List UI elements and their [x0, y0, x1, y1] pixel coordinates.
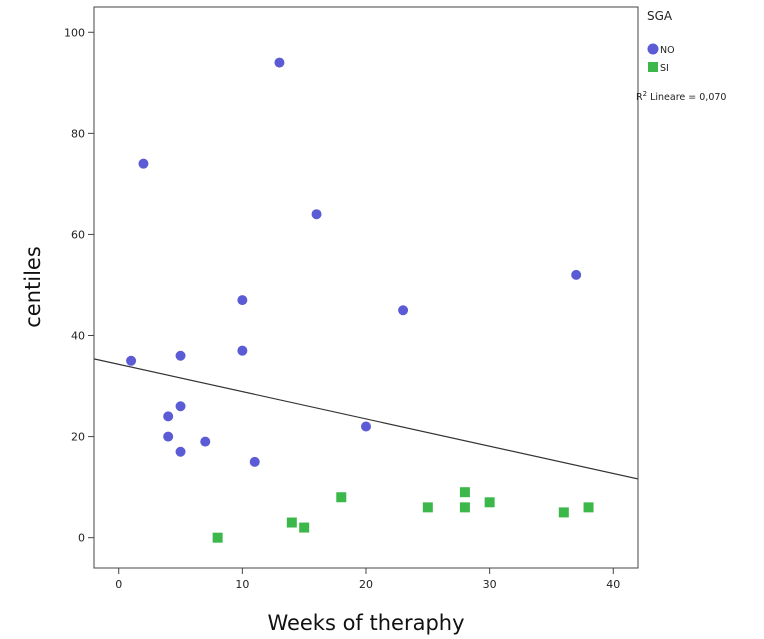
point-si — [422, 502, 433, 513]
point-no — [126, 355, 137, 366]
fit-label-sup: 2 — [643, 90, 647, 98]
point-si — [558, 507, 569, 518]
point-no — [398, 305, 409, 316]
fit-line — [93, 358, 639, 480]
data-points — [126, 57, 594, 543]
fit-label-rest: Lineare = 0,070 — [647, 92, 726, 103]
y-tick-label: 20 — [71, 431, 85, 444]
y-axis-title: centiles — [21, 246, 45, 328]
x-tick-label: 20 — [359, 578, 373, 591]
point-si — [299, 522, 310, 533]
point-no — [311, 209, 322, 220]
point-no — [571, 269, 582, 280]
point-no — [274, 57, 285, 68]
x-axis: 0 10 20 30 40 — [115, 568, 620, 591]
plot-frame — [93, 6, 639, 569]
point-no — [175, 446, 186, 457]
x-axis-title: Weeks of theraphy — [267, 611, 464, 635]
point-no — [237, 345, 248, 356]
legend-title: SGA — [647, 9, 673, 23]
x-tick-label: 0 — [115, 578, 122, 591]
point-no — [175, 350, 186, 361]
point-si — [459, 487, 470, 498]
y-tick-label: 0 — [78, 532, 85, 545]
y-tick-label: 60 — [71, 228, 85, 241]
legend-label-si: SI — [660, 63, 669, 74]
point-no — [163, 431, 174, 442]
fit-label-r: R — [636, 92, 643, 103]
point-si — [484, 497, 495, 508]
point-no — [361, 421, 371, 432]
point-si — [459, 502, 470, 513]
y-axis: 0 20 40 60 80 100 — [64, 26, 94, 545]
legend-marker-no — [647, 43, 659, 55]
point-no — [200, 436, 211, 447]
y-tick-label: 40 — [71, 330, 85, 343]
point-si — [286, 517, 297, 528]
point-no — [237, 295, 248, 306]
legend: SGA NO SI R2 Lineare = 0,070 — [636, 9, 726, 103]
point-no — [163, 411, 174, 422]
x-tick-label: 10 — [235, 578, 249, 591]
legend-label-no: NO — [660, 45, 675, 56]
point-si — [212, 532, 223, 543]
y-tick-label: 100 — [64, 26, 85, 39]
x-tick-label: 40 — [606, 578, 620, 591]
point-no — [138, 158, 149, 169]
legend-fit-label: R2 Lineare = 0,070 — [636, 90, 726, 103]
point-si — [336, 492, 347, 503]
point-no — [175, 401, 186, 412]
fit-line-group — [93, 358, 639, 480]
point-no — [249, 456, 260, 467]
point-si — [583, 502, 594, 513]
legend-marker-si — [648, 62, 658, 72]
y-tick-label: 80 — [71, 127, 85, 140]
x-tick-label: 30 — [483, 578, 497, 591]
